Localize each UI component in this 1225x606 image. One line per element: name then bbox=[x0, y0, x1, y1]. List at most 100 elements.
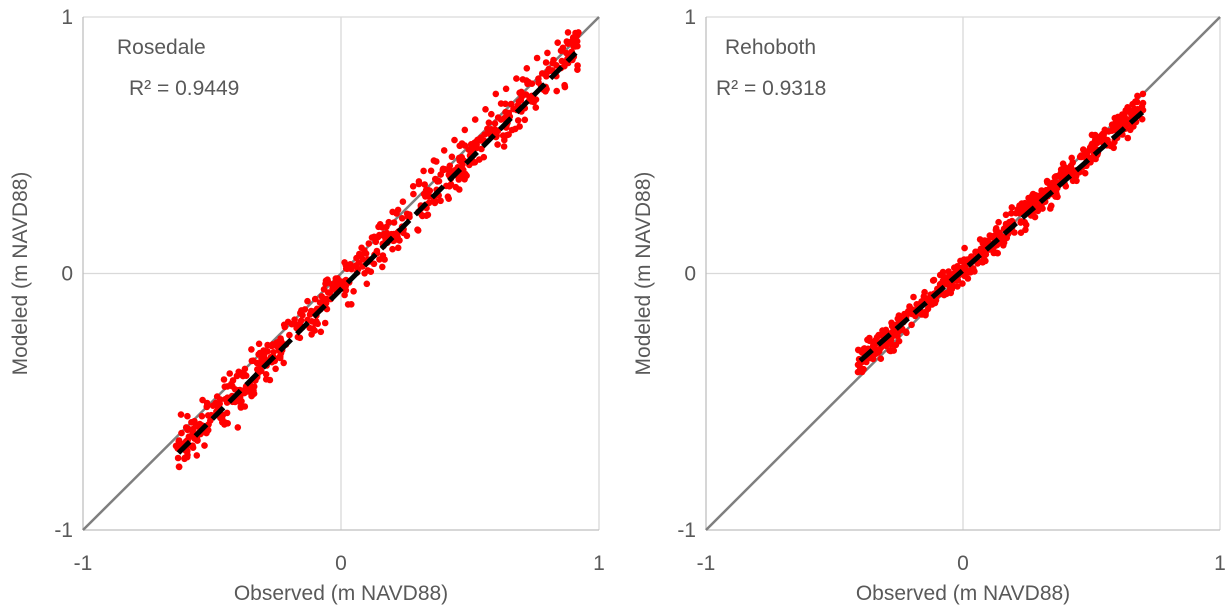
data-point bbox=[1017, 219, 1024, 226]
data-point bbox=[204, 412, 212, 419]
data-point bbox=[394, 244, 402, 252]
data-point bbox=[871, 339, 879, 346]
data-point bbox=[365, 240, 373, 247]
x-axis-title: Observed (m NAVD88) bbox=[856, 582, 1070, 605]
data-point bbox=[364, 267, 372, 274]
scatter-points bbox=[854, 90, 1147, 376]
data-point bbox=[362, 250, 370, 257]
data-point bbox=[352, 262, 359, 270]
data-point bbox=[939, 268, 947, 276]
data-point bbox=[523, 65, 531, 72]
data-point bbox=[294, 333, 302, 341]
data-point bbox=[564, 40, 572, 47]
data-point bbox=[888, 341, 896, 349]
data-point bbox=[304, 297, 311, 305]
data-point bbox=[1069, 177, 1077, 185]
data-point bbox=[350, 288, 357, 295]
data-point bbox=[512, 125, 519, 133]
data-point bbox=[257, 367, 265, 375]
data-point bbox=[924, 305, 932, 313]
data-point bbox=[982, 257, 989, 265]
data-point bbox=[494, 141, 501, 148]
data-point bbox=[968, 266, 975, 274]
data-point bbox=[553, 87, 560, 95]
x-tick-label: 0 bbox=[335, 552, 347, 575]
data-point bbox=[1133, 98, 1141, 106]
data-point bbox=[543, 73, 550, 80]
data-point bbox=[494, 127, 502, 135]
data-point bbox=[403, 232, 411, 240]
data-point bbox=[260, 354, 268, 362]
data-point bbox=[250, 383, 258, 390]
data-point bbox=[1111, 114, 1119, 122]
data-point bbox=[203, 399, 211, 407]
data-point bbox=[992, 225, 1000, 232]
data-point bbox=[895, 337, 903, 345]
data-point bbox=[888, 322, 896, 330]
data-point bbox=[1102, 137, 1109, 145]
data-point bbox=[860, 365, 867, 373]
data-point bbox=[346, 261, 354, 268]
data-point bbox=[238, 397, 245, 405]
data-point bbox=[420, 167, 427, 175]
data-point bbox=[574, 62, 581, 69]
data-point bbox=[320, 286, 328, 293]
data-point bbox=[471, 139, 478, 146]
data-point bbox=[906, 303, 913, 310]
data-point bbox=[513, 75, 520, 82]
data-point bbox=[1027, 198, 1034, 205]
data-point bbox=[1080, 146, 1087, 153]
data-point bbox=[1139, 90, 1147, 98]
data-point bbox=[376, 221, 384, 228]
data-point bbox=[221, 419, 229, 426]
data-point bbox=[398, 215, 406, 222]
data-point bbox=[297, 317, 305, 325]
data-point bbox=[359, 256, 367, 263]
data-point bbox=[226, 370, 233, 377]
data-point bbox=[234, 424, 242, 431]
data-point bbox=[1124, 134, 1132, 142]
data-point bbox=[1003, 234, 1011, 242]
data-point bbox=[293, 321, 301, 329]
data-point bbox=[326, 289, 334, 297]
data-point bbox=[422, 186, 430, 194]
data-point bbox=[1081, 169, 1089, 177]
data-point bbox=[272, 365, 279, 373]
x-axis-title: Observed (m NAVD88) bbox=[234, 582, 448, 605]
data-point bbox=[959, 280, 966, 287]
data-point bbox=[921, 288, 928, 296]
data-point bbox=[554, 39, 561, 46]
data-point bbox=[1092, 155, 1099, 163]
data-point bbox=[248, 346, 255, 353]
data-point bbox=[440, 147, 448, 154]
data-point bbox=[542, 59, 550, 66]
data-point bbox=[1022, 221, 1030, 229]
data-point bbox=[341, 291, 348, 299]
data-point bbox=[372, 238, 380, 246]
data-point bbox=[461, 176, 468, 183]
data-point bbox=[390, 219, 398, 226]
data-point bbox=[987, 233, 994, 241]
data-point bbox=[262, 376, 270, 383]
data-point bbox=[948, 285, 956, 293]
data-point bbox=[485, 119, 493, 126]
data-point bbox=[505, 109, 513, 117]
data-point bbox=[308, 331, 315, 338]
data-point bbox=[363, 280, 371, 288]
data-point bbox=[318, 293, 326, 300]
data-point bbox=[306, 324, 314, 332]
data-point bbox=[1128, 111, 1135, 118]
data-point bbox=[877, 355, 885, 363]
data-point bbox=[217, 396, 224, 403]
data-point bbox=[276, 354, 284, 362]
data-point bbox=[1123, 106, 1131, 114]
data-point bbox=[193, 452, 201, 459]
data-point bbox=[521, 116, 529, 124]
data-point bbox=[409, 183, 417, 190]
data-point bbox=[381, 256, 388, 263]
data-point bbox=[544, 49, 551, 57]
data-point bbox=[175, 437, 183, 444]
data-point bbox=[446, 162, 454, 170]
data-point bbox=[921, 294, 928, 302]
data-point bbox=[1043, 177, 1051, 185]
